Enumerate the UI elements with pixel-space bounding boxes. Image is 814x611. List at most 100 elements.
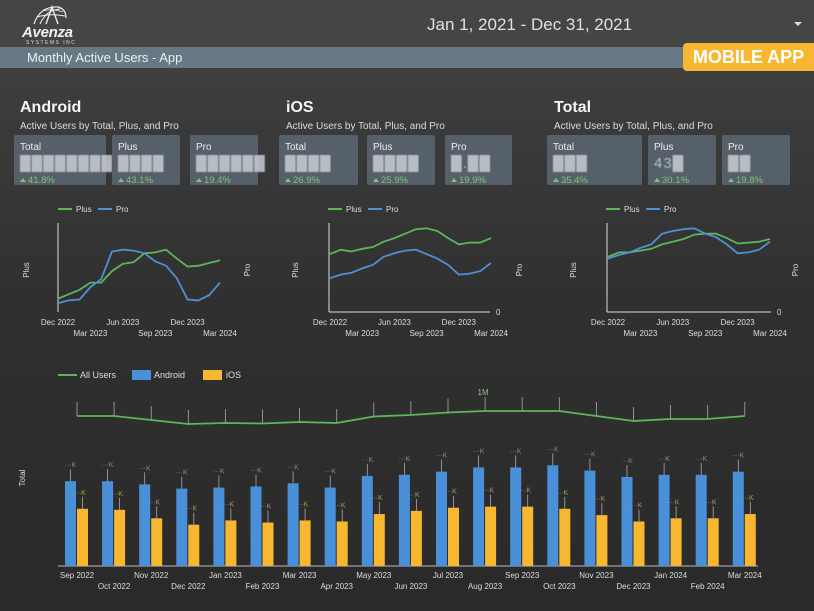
series-line-pro <box>607 227 771 260</box>
legend-plus-label: Plus <box>346 205 362 214</box>
kpi-change-value: 25.9% <box>381 175 408 186</box>
x-tick-label: Jun 2023 <box>394 582 427 591</box>
x-tick-label: Sep 2022 <box>60 571 95 580</box>
kpi-value: ████ <box>285 155 332 172</box>
bar-ios <box>522 506 534 566</box>
section-title: iOS <box>286 99 314 116</box>
bar-ios <box>485 506 497 566</box>
bar-android-value-label: ···K <box>510 448 522 455</box>
kpi-change: 43.1% <box>118 175 153 186</box>
kpi-change: 19.8% <box>728 175 763 186</box>
arrow-up-icon <box>285 178 291 182</box>
x-tick-label: Oct 2022 <box>98 582 131 591</box>
arrow-up-icon <box>728 178 734 182</box>
logo-wordmark: Avenza <box>22 24 73 41</box>
x-tick-label: Jul 2023 <box>433 571 464 580</box>
x-tick-label: Jun 2023 <box>656 318 689 327</box>
bar-android <box>732 471 744 566</box>
y-axis-right-title: Pro <box>243 263 252 276</box>
bar-ios-value-label: ···K <box>223 501 235 508</box>
legend-all-users-label: All Users <box>80 370 117 380</box>
x-tick-label: Dec 2023 <box>442 318 477 327</box>
legend-pro-label: Pro <box>116 205 129 214</box>
bar-ios <box>596 515 608 566</box>
legend-pro-label: Pro <box>386 205 399 214</box>
bar-ios-value-label: ···K <box>408 492 420 499</box>
x-tick-label: Sep 2023 <box>409 329 444 338</box>
kpi-value: ███ <box>553 155 588 172</box>
x-tick-label: Mar 2024 <box>728 571 762 580</box>
kpi-card-pro: Pro ██ 19.8% <box>722 135 790 186</box>
bar-android-value-label: ···K <box>695 456 707 463</box>
kpi-label: Pro <box>451 142 467 153</box>
kpi-change: 19.9% <box>451 175 486 186</box>
bar-ios <box>77 508 88 566</box>
bar-android-value-label: ···K <box>436 453 448 460</box>
bar-android <box>547 465 559 566</box>
x-tick-label: Jun 2023 <box>106 318 139 327</box>
bar-android-value-label: ···K <box>658 456 670 463</box>
bar-ios <box>448 507 459 566</box>
kpi-card-pro: Pro ██████ 19.4% <box>190 135 265 186</box>
x-tick-label: Sep 2023 <box>505 571 540 580</box>
kpi-change-value: 43.1% <box>126 175 153 186</box>
kpi-change: 26.9% <box>285 175 320 186</box>
y-zero-label: 0 <box>496 308 501 317</box>
bar-android <box>361 475 373 566</box>
bar-android-value-label: ···K <box>324 469 336 476</box>
x-tick-label: Aug 2023 <box>468 582 503 591</box>
kpi-label: Pro <box>196 142 212 153</box>
bar-android <box>324 487 336 566</box>
x-tick-label: Mar 2023 <box>74 329 108 338</box>
section-subtitle: Active Users by Total, Plus, and Pro <box>554 121 713 132</box>
page-title: Monthly Active Users - App <box>27 50 183 65</box>
bar-android <box>584 470 596 566</box>
kpi-change-value: 19.9% <box>459 175 486 186</box>
platform-combo-chart: All Users Android iOS Total ···K ···K ···K ···K… <box>18 370 762 591</box>
bar-android <box>473 467 485 566</box>
x-tick-label: Nov 2022 <box>134 571 169 580</box>
bar-ios-value-label: ···K <box>556 490 568 497</box>
bar-android-value-label: ···K <box>250 468 262 475</box>
bar-ios <box>188 524 200 566</box>
x-tick-label: Oct 2023 <box>543 582 576 591</box>
arrow-up-icon <box>654 178 660 182</box>
avenza-logo: Avenza SYSTEMS INC <box>20 4 82 46</box>
y-zero-label: 0 <box>777 308 782 317</box>
bar-ios-value-label: ···K <box>74 490 86 497</box>
bar-ios-value-label: ···K <box>148 499 160 506</box>
x-tick-label: Mar 2024 <box>474 329 508 338</box>
bar-ios <box>373 514 385 566</box>
x-tick-label: Feb 2024 <box>691 582 725 591</box>
section-title: Total <box>554 99 592 116</box>
chevron-down-icon[interactable] <box>794 22 802 26</box>
x-tick-label: Jun 2023 <box>378 318 411 327</box>
bar-android <box>65 481 76 566</box>
bar-android-value-label: ···K <box>584 452 596 459</box>
bar-android-value-label: ···K <box>102 462 114 469</box>
arrow-up-icon <box>553 178 559 182</box>
bar-ios-value-label: ···K <box>668 499 680 506</box>
bar-android-value-label: ···K <box>139 465 151 472</box>
x-tick-label: Mar 2023 <box>624 329 658 338</box>
date-range-selector[interactable]: Jan 1, 2021 - Dec 31, 2021 <box>427 15 633 34</box>
x-tick-label: Mar 2024 <box>203 329 237 338</box>
bar-ios <box>262 522 274 566</box>
x-tick-label: Dec 2022 <box>591 318 626 327</box>
x-tick-label: Dec 2023 <box>170 318 205 327</box>
mobile-app-badge: MOBILE APP <box>683 43 814 71</box>
x-tick-label: Dec 2022 <box>41 318 76 327</box>
globe-icon <box>33 4 67 25</box>
total-line-chart: Plus Pro 0 Plus Pro Dec 2022 Jun 2023 Dec 2023 M… <box>569 205 800 338</box>
bar-android <box>213 487 225 566</box>
bar-android <box>250 486 262 566</box>
kpi-change: 30.1% <box>654 175 689 186</box>
page-title-bar: Monthly Active Users - App <box>0 47 814 68</box>
legend-plus-label: Plus <box>76 205 92 214</box>
kpi-change: 41.8% <box>20 175 55 186</box>
kpi-value: ████ <box>373 155 420 172</box>
bar-ios <box>114 509 126 566</box>
kpi-label: Total <box>553 142 575 153</box>
x-tick-label: Mar 2023 <box>345 329 379 338</box>
bar-android <box>658 474 670 566</box>
